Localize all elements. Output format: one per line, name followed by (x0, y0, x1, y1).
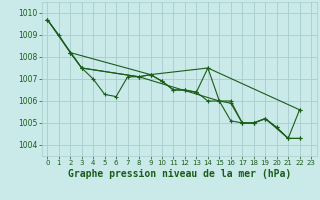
X-axis label: Graphe pression niveau de la mer (hPa): Graphe pression niveau de la mer (hPa) (68, 169, 291, 179)
